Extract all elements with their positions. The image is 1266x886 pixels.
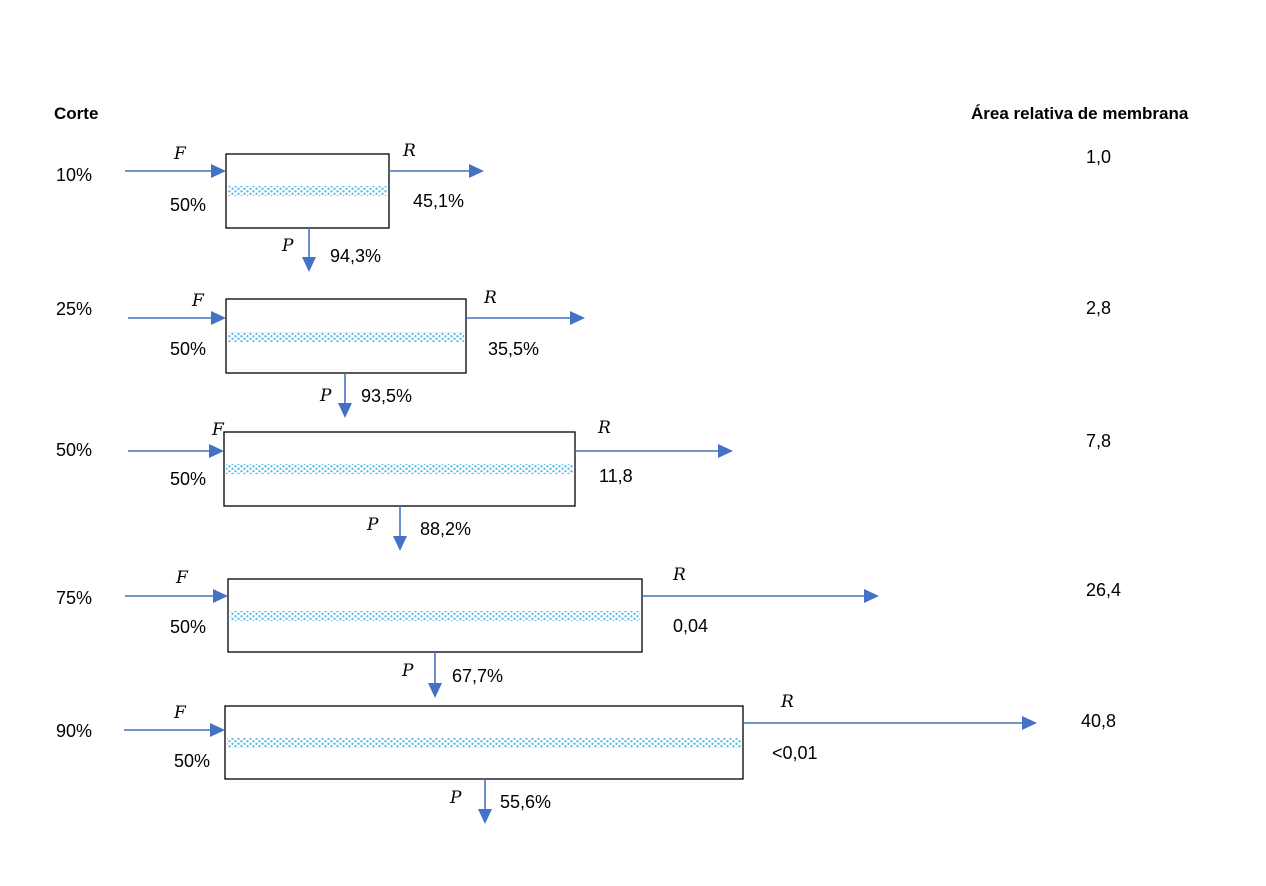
permeate-label: P [367,515,379,535]
retentate-arrow-head [718,444,733,458]
relative-area-value: 2,8 [1086,298,1112,318]
retentate-value: 45,1% [413,191,465,211]
retentate-label: R [673,565,686,585]
retentate-label: R [781,692,794,712]
feed-arrow-head [210,723,225,737]
feed-label: F [174,703,186,723]
feed-label: F [174,144,186,164]
cut-value: 90% [56,721,93,741]
retentate-label: R [598,418,611,438]
retentate-arrow-head [469,164,484,178]
permeate-arrow-head [428,683,442,698]
retentate-label: R [484,288,497,308]
retentate-value: <0,01 [772,743,818,763]
permeate-label: P [450,788,462,808]
permeate-arrow-head [338,403,352,418]
feed-arrow-head [211,164,226,178]
feed-fraction: 50% [170,339,207,359]
feed-fraction: 50% [170,469,207,489]
cut-value: 50% [56,440,93,460]
permeate-value: 93,5% [361,386,413,406]
feed-arrow-head [211,311,226,325]
cut-value: 25% [56,299,93,319]
permeate-value: 94,3% [330,246,382,266]
retentate-label: R [403,141,416,161]
cut-value: 10% [56,165,93,185]
feed-fraction: 50% [170,617,207,637]
permeate-value: 88,2% [420,519,472,539]
feed-label: F [212,420,224,440]
feed-arrow-head [209,444,224,458]
feed-label: F [176,568,188,588]
permeate-arrow-head [393,536,407,551]
permeate-label: P [402,661,414,681]
relative-area-value: 7,8 [1086,431,1112,451]
cut-value: 75% [56,588,93,608]
retentate-arrow-head [864,589,879,603]
relative-area-value: 26,4 [1086,580,1122,600]
membrane-layer [228,332,464,342]
permeate-arrow-head [478,809,492,824]
retentate-value: 35,5% [488,339,540,359]
relative-area-value: 1,0 [1086,147,1112,167]
feed-arrow-head [213,589,228,603]
permeate-value: 67,7% [452,666,504,686]
retentate-arrow-head [1022,716,1037,730]
relative-area-header: Área relativa de membrana [971,104,1189,123]
permeate-arrow-head [302,257,316,272]
feed-fraction: 50% [170,195,207,215]
retentate-arrow-head [570,311,585,325]
feed-label: F [192,291,204,311]
permeate-label: P [282,236,294,256]
feed-fraction: 50% [174,751,211,771]
retentate-value: 11,8 [599,466,633,486]
cut-header: Corte [54,104,99,123]
permeate-value: 55,6% [500,792,552,812]
membrane-layer [228,186,387,196]
membrane-layer [227,738,741,748]
membrane-layer [230,611,640,621]
relative-area-value: 40,8 [1081,711,1117,731]
permeate-label: P [320,386,332,406]
membrane-layer [226,464,573,474]
retentate-value: 0,04 [673,616,709,636]
